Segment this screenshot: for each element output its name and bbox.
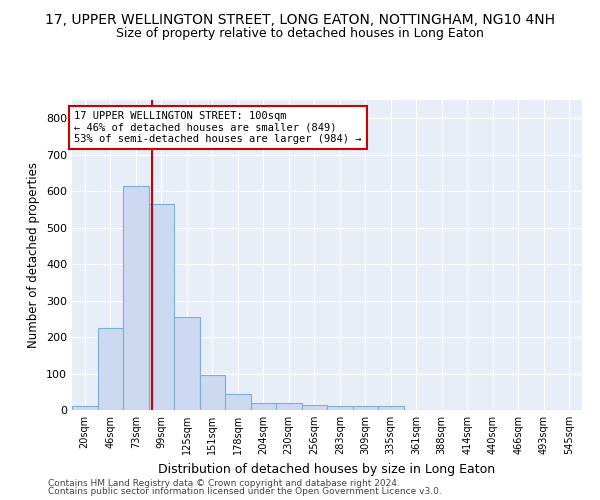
Bar xyxy=(302,404,327,410)
Bar xyxy=(149,204,174,410)
Text: 17, UPPER WELLINGTON STREET, LONG EATON, NOTTINGHAM, NG10 4NH: 17, UPPER WELLINGTON STREET, LONG EATON,… xyxy=(45,12,555,26)
Bar xyxy=(123,186,149,410)
Text: 17 UPPER WELLINGTON STREET: 100sqm
← 46% of detached houses are smaller (849)
53: 17 UPPER WELLINGTON STREET: 100sqm ← 46%… xyxy=(74,111,362,144)
Bar xyxy=(97,328,123,410)
Bar xyxy=(72,406,97,410)
Bar xyxy=(327,406,353,410)
Text: Contains HM Land Registry data © Crown copyright and database right 2024.: Contains HM Land Registry data © Crown c… xyxy=(48,478,400,488)
Bar xyxy=(225,394,251,410)
Text: Size of property relative to detached houses in Long Eaton: Size of property relative to detached ho… xyxy=(116,28,484,40)
Bar xyxy=(353,406,378,410)
Bar xyxy=(199,376,225,410)
Text: Contains public sector information licensed under the Open Government Licence v3: Contains public sector information licen… xyxy=(48,487,442,496)
X-axis label: Distribution of detached houses by size in Long Eaton: Distribution of detached houses by size … xyxy=(158,462,496,475)
Bar xyxy=(174,317,199,410)
Bar xyxy=(378,406,404,410)
Y-axis label: Number of detached properties: Number of detached properties xyxy=(28,162,40,348)
Bar xyxy=(251,402,276,410)
Bar xyxy=(276,402,302,410)
